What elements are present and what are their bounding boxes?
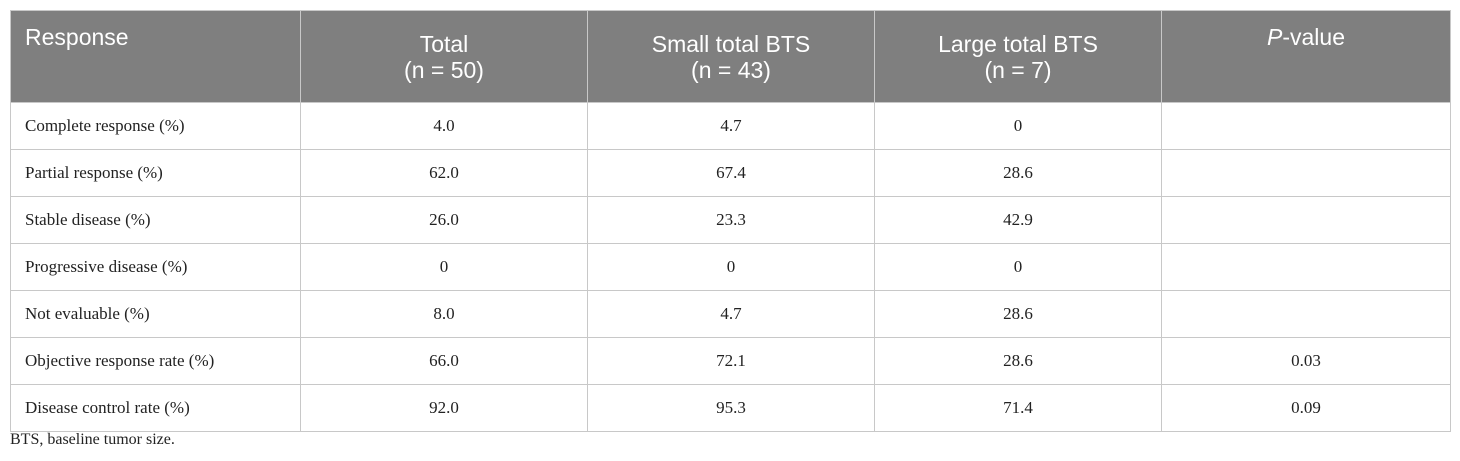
cell-small-bts: 72.1 (587, 337, 875, 385)
header-response: Response (10, 10, 301, 103)
cell-total: 26.0 (300, 196, 588, 244)
response-table: Response Total (n = 50) Small total BTS … (10, 10, 1451, 432)
table-body: Complete response (%) 4.0 4.7 0 Partial … (10, 102, 1451, 432)
header-small-bts-n: (n = 43) (691, 56, 771, 83)
header-large-bts: Large total BTS (n = 7) (874, 10, 1162, 103)
cell-total: 0 (300, 243, 588, 291)
header-large-bts-label: Large total BTS (938, 30, 1098, 57)
cell-p-value (1161, 196, 1451, 244)
table-footnote: BTS, baseline tumor size. (10, 431, 175, 448)
cell-total: 66.0 (300, 337, 588, 385)
cell-total: 62.0 (300, 149, 588, 197)
cell-small-bts: 4.7 (587, 290, 875, 338)
cell-large-bts: 28.6 (874, 337, 1162, 385)
cell-total: 4.0 (300, 102, 588, 150)
header-large-bts-n: (n = 7) (984, 56, 1052, 83)
header-row: Response Total (n = 50) Small total BTS … (10, 10, 1451, 103)
cell-p-value (1161, 102, 1451, 150)
cell-small-bts: 95.3 (587, 384, 875, 432)
header-p-value: P-value (1161, 10, 1451, 103)
cell-small-bts: 67.4 (587, 149, 875, 197)
cell-large-bts: 42.9 (874, 196, 1162, 244)
cell-total: 8.0 (300, 290, 588, 338)
table-row: Progressive disease (%) 0 0 0 (10, 243, 1451, 291)
header-small-bts-label: Small total BTS (651, 30, 811, 57)
row-label: Disease control rate (%) (10, 384, 301, 432)
table-row: Objective response rate (%) 66.0 72.1 28… (10, 337, 1451, 385)
table-row: Complete response (%) 4.0 4.7 0 (10, 102, 1451, 150)
row-label: Progressive disease (%) (10, 243, 301, 291)
cell-large-bts: 71.4 (874, 384, 1162, 432)
header-p-value-italic: P (1267, 24, 1283, 50)
cell-large-bts: 0 (874, 102, 1162, 150)
cell-small-bts: 0 (587, 243, 875, 291)
row-label: Stable disease (%) (10, 196, 301, 244)
header-small-bts: Small total BTS (n = 43) (587, 10, 875, 103)
header-p-value-rest: -value (1282, 24, 1345, 50)
row-label: Objective response rate (%) (10, 337, 301, 385)
cell-small-bts: 23.3 (587, 196, 875, 244)
row-label: Partial response (%) (10, 149, 301, 197)
cell-p-value: 0.03 (1161, 337, 1451, 385)
header-total-label: Total (419, 30, 469, 57)
cell-large-bts: 0 (874, 243, 1162, 291)
cell-p-value: 0.09 (1161, 384, 1451, 432)
cell-p-value (1161, 243, 1451, 291)
table-row: Partial response (%) 62.0 67.4 28.6 (10, 149, 1451, 197)
cell-p-value (1161, 149, 1451, 197)
cell-large-bts: 28.6 (874, 149, 1162, 197)
header-total: Total (n = 50) (300, 10, 588, 103)
table-header: Response Total (n = 50) Small total BTS … (10, 10, 1451, 103)
response-table-container: Response Total (n = 50) Small total BTS … (10, 10, 1451, 432)
table-row: Stable disease (%) 26.0 23.3 42.9 (10, 196, 1451, 244)
table-row: Disease control rate (%) 92.0 95.3 71.4 … (10, 384, 1451, 432)
cell-p-value (1161, 290, 1451, 338)
cell-large-bts: 28.6 (874, 290, 1162, 338)
row-label: Complete response (%) (10, 102, 301, 150)
cell-total: 92.0 (300, 384, 588, 432)
table-row: Not evaluable (%) 8.0 4.7 28.6 (10, 290, 1451, 338)
header-response-label: Response (25, 24, 129, 50)
row-label: Not evaluable (%) (10, 290, 301, 338)
cell-small-bts: 4.7 (587, 102, 875, 150)
header-total-n: (n = 50) (404, 56, 484, 83)
